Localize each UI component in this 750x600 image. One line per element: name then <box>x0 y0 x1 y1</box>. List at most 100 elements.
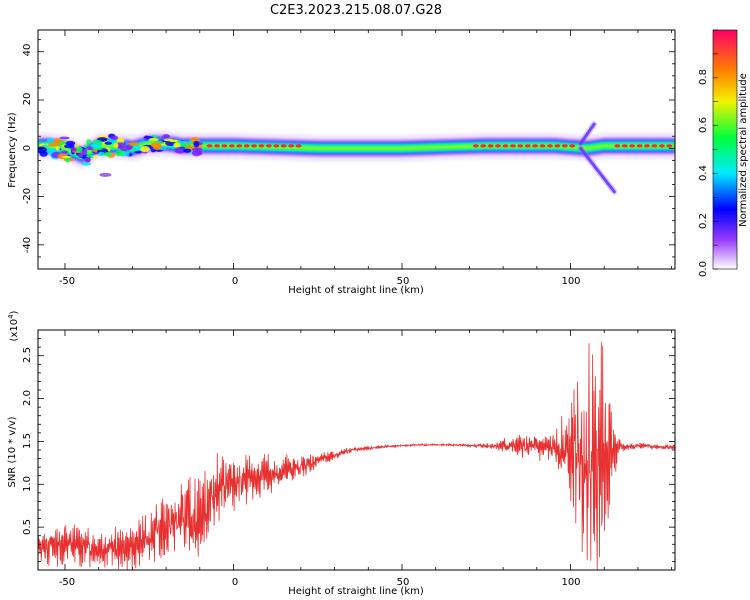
spectrogram-peak <box>251 144 258 148</box>
spectrogram-side-track <box>579 146 616 194</box>
spectrogram-blob <box>65 140 76 146</box>
snr-y-axis-label: SNR (10 * v/v) <box>7 416 18 487</box>
spectrogram-panel: -50 0 50 100 40 20 0 -20 -40 Height of s… <box>7 29 676 296</box>
spectrogram-peak <box>621 144 628 148</box>
spectrogram-blob <box>140 145 150 153</box>
snr-series-line <box>38 342 675 570</box>
spectrogram-peak <box>651 144 658 148</box>
spectrogram-peak <box>517 144 524 148</box>
spectrogram-peak <box>206 144 213 148</box>
spectrogram-blob <box>99 172 112 177</box>
y-tick-label: 0 <box>22 145 33 151</box>
spectrogram-peak <box>487 144 494 148</box>
spectrogram-blob <box>193 140 200 148</box>
x-tick-label: 0 <box>232 276 238 287</box>
spectrogram-blob <box>78 152 84 159</box>
snr-scale-suffix: ) <box>9 310 20 314</box>
spectrogram-blob <box>150 148 156 153</box>
y-tick-label: 20 <box>22 93 33 106</box>
spectrogram-blob <box>162 134 170 139</box>
spectrogram-peak <box>295 144 302 148</box>
snr-scale-label: (x104) <box>7 310 20 341</box>
spectrogram-peak <box>273 144 280 148</box>
spectrogram-blob <box>114 150 125 157</box>
spectrogram-peak <box>265 144 272 148</box>
colorbar-tick-label: 0.0 <box>698 261 709 277</box>
spectrogram-blob <box>124 151 130 157</box>
y-tick-label: 2.0 <box>22 390 33 406</box>
snr-scale-prefix: (x10 <box>9 319 20 342</box>
spectrogram-peak <box>258 144 265 148</box>
snr-panel: -50 0 50 100 0.5 1.0 1.5 2.0 2.5 (x104) … <box>7 310 676 597</box>
spectrogram-peak <box>480 144 487 148</box>
y-tick-label: 40 <box>22 44 33 57</box>
y-tick-label: -40 <box>22 237 33 253</box>
spectrogram-peak <box>280 144 287 148</box>
spectrogram-peak <box>243 144 250 148</box>
x-tick-label: 0 <box>232 577 238 588</box>
spectrogram-peak <box>666 144 673 148</box>
spectrogram-blob <box>113 142 119 149</box>
spectrogram-blob <box>110 135 119 141</box>
spectrogram-peak <box>228 144 235 148</box>
spectrogram-blob <box>192 147 203 152</box>
x-tick-label: 50 <box>397 577 410 588</box>
spectrogram-peak <box>213 144 220 148</box>
spectrogram-blob <box>92 155 98 158</box>
spectrogram-blob <box>179 143 190 148</box>
spectrogram-blob <box>81 148 88 156</box>
spectrogram-blob <box>163 138 174 142</box>
spectrogram-peak <box>658 144 665 148</box>
spectrogram-peak <box>221 144 228 148</box>
spectrogram-peak <box>502 144 509 148</box>
spectrogram-blob <box>132 147 138 153</box>
spectrogram-blob <box>143 136 154 139</box>
colorbar-tick-label: 0.2 <box>698 213 709 229</box>
snr-ticks <box>38 329 675 571</box>
colorbar-tick-label: 0.4 <box>698 165 709 181</box>
snr-x-axis-label: Height of straight line (km) <box>288 586 424 597</box>
spectrogram-peak <box>644 144 651 148</box>
spectrogram-peak <box>629 144 636 148</box>
spectrogram-blob <box>104 141 113 145</box>
spectrogram-blob <box>103 152 113 157</box>
spectrogram-peak <box>569 144 576 148</box>
spectrogram-peak <box>532 144 539 148</box>
x-tick-label: 50 <box>397 276 410 287</box>
x-tick-label: 100 <box>561 276 580 287</box>
colorbar-tick-labels: 0.0 0.2 0.4 0.6 0.8 <box>698 69 709 277</box>
spectrogram-x-axis-label: Height of straight line (km) <box>288 285 424 296</box>
spectrogram-frame <box>37 29 676 270</box>
spectrogram-blob <box>116 137 125 145</box>
spectrogram-peak <box>288 144 295 148</box>
spectrogram-blob <box>86 139 92 145</box>
spectrogram-peak <box>614 144 621 148</box>
spectrogram-peak <box>546 144 553 148</box>
spectrogram-blob <box>75 146 83 153</box>
spectrogram-blob <box>84 157 91 163</box>
spectrogram-y-axis-label: Frequency (Hz) <box>7 112 18 188</box>
spectrogram-ticks <box>38 30 675 270</box>
snr-x-tick-labels: -50 0 50 100 <box>59 577 581 588</box>
spectrogram-blob <box>46 149 55 154</box>
spectrogram-peak <box>561 144 568 148</box>
spectrogram-peak <box>539 144 546 148</box>
spectrogram-blob <box>191 149 202 157</box>
spectrogram-blob <box>41 144 51 148</box>
spectrogram-peak <box>636 144 643 148</box>
spectrogram-blob <box>128 142 140 146</box>
x-tick-label: 100 <box>561 577 580 588</box>
spectrogram-blob <box>81 161 92 166</box>
spectrogram-blob <box>148 138 159 142</box>
snr-y-tick-labels: 0.5 1.0 1.5 2.0 2.5 <box>22 347 33 535</box>
spectrogram-blob <box>70 147 77 152</box>
spectrogram-blob <box>173 142 181 148</box>
x-tick-label: -50 <box>59 276 75 287</box>
spectrogram-side-track-halo <box>577 121 598 147</box>
spectrogram-blob <box>55 146 60 151</box>
spectrogram-blob <box>98 151 105 156</box>
spectrogram-marks <box>38 121 675 195</box>
spectrogram-peak <box>472 144 479 148</box>
spectrogram-blob <box>174 146 186 154</box>
